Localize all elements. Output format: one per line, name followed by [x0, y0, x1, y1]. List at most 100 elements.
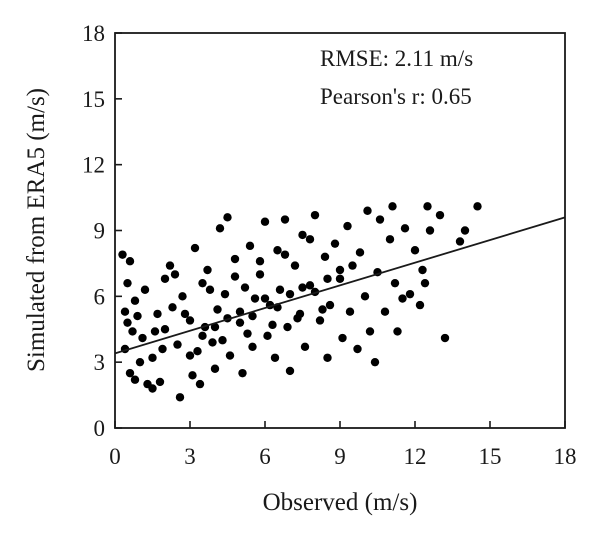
data-point [305, 281, 315, 290]
data-point [323, 353, 332, 362]
data-point [298, 230, 307, 240]
data-point [240, 283, 250, 292]
data-point [323, 274, 332, 283]
data-point [280, 250, 290, 259]
data-point [298, 283, 307, 292]
y-tick-label: 3 [94, 350, 106, 375]
x-tick-label: 18 [554, 444, 577, 469]
data-point [365, 327, 375, 336]
data-point [170, 270, 180, 279]
data-point [190, 243, 200, 253]
data-point [415, 300, 425, 310]
data-point [235, 318, 245, 327]
data-point [248, 342, 257, 352]
data-point [125, 368, 135, 378]
data-point [455, 237, 465, 246]
data-point [238, 368, 247, 378]
data-point [220, 289, 230, 299]
data-point [178, 292, 187, 301]
data-point [158, 344, 167, 354]
data-point [380, 307, 390, 316]
data-point [440, 333, 450, 343]
x-tick-label: 0 [109, 444, 121, 469]
data-point [283, 322, 292, 332]
data-point [300, 342, 310, 352]
data-point [208, 338, 217, 347]
x-tick-label: 9 [334, 444, 346, 469]
x-tick-label: 15 [479, 444, 502, 469]
data-point [218, 336, 227, 345]
data-point [243, 329, 252, 338]
data-point [155, 377, 165, 387]
data-point [255, 257, 265, 266]
y-axis: 0 3 6 9 12 15 18 [82, 21, 122, 441]
data-point [338, 333, 347, 343]
data-point [180, 309, 190, 319]
y-tick-label: 12 [82, 153, 105, 178]
y-axis-label: Simulated from ERA5 (m/s) [23, 88, 50, 372]
data-point [230, 254, 240, 264]
data-point [375, 215, 385, 224]
data-point [270, 353, 280, 362]
rmse-annotation: RMSE: 2.11 m/s [320, 46, 473, 71]
data-point [405, 289, 415, 299]
data-point [185, 351, 195, 360]
data-point [305, 235, 315, 244]
x-axis-label: Observed (m/s) [263, 489, 418, 516]
data-point [175, 393, 185, 402]
data-point [160, 274, 170, 283]
data-point [285, 366, 295, 376]
data-point [420, 278, 430, 288]
data-point [280, 215, 290, 224]
data-point [225, 351, 235, 360]
data-point [118, 250, 127, 259]
data-point [370, 357, 380, 367]
y-tick-label: 18 [82, 21, 105, 46]
data-point [273, 246, 282, 255]
pearson-annotation: Pearson's r: 0.65 [320, 84, 472, 109]
data-point [388, 202, 397, 211]
data-point [393, 327, 402, 336]
data-point [435, 210, 445, 220]
data-point [248, 311, 257, 321]
data-point [160, 325, 170, 334]
data-point [148, 384, 157, 393]
data-point [133, 311, 142, 321]
data-point [363, 206, 372, 215]
data-point [410, 246, 420, 255]
data-point [335, 274, 345, 283]
data-point [215, 224, 225, 233]
data-point [123, 278, 132, 288]
data-point [255, 270, 265, 279]
y-tick-label: 9 [94, 219, 106, 244]
data-point [203, 265, 212, 275]
point-group [118, 202, 482, 402]
data-point [290, 261, 300, 270]
data-point [135, 357, 145, 367]
data-point [398, 294, 407, 303]
data-point [320, 252, 330, 262]
data-point [193, 346, 202, 356]
data-point [343, 221, 352, 231]
data-point [325, 300, 335, 310]
data-point [123, 318, 132, 327]
data-point [138, 333, 147, 343]
x-tick-label: 6 [259, 444, 271, 469]
x-axis: 0 3 6 9 12 15 18 [109, 421, 577, 469]
x-tick-label: 3 [184, 444, 196, 469]
data-point [385, 235, 395, 244]
data-point [173, 340, 182, 349]
data-point [198, 331, 207, 341]
data-point [310, 210, 320, 220]
data-point [198, 278, 207, 288]
x-tick-label: 12 [404, 444, 427, 469]
data-point [125, 257, 135, 266]
data-point [205, 285, 215, 294]
data-point [140, 285, 150, 294]
data-point [188, 371, 197, 380]
data-point [260, 294, 270, 303]
y-tick-label: 0 [94, 416, 106, 441]
data-point [153, 309, 162, 319]
data-point [230, 272, 240, 281]
